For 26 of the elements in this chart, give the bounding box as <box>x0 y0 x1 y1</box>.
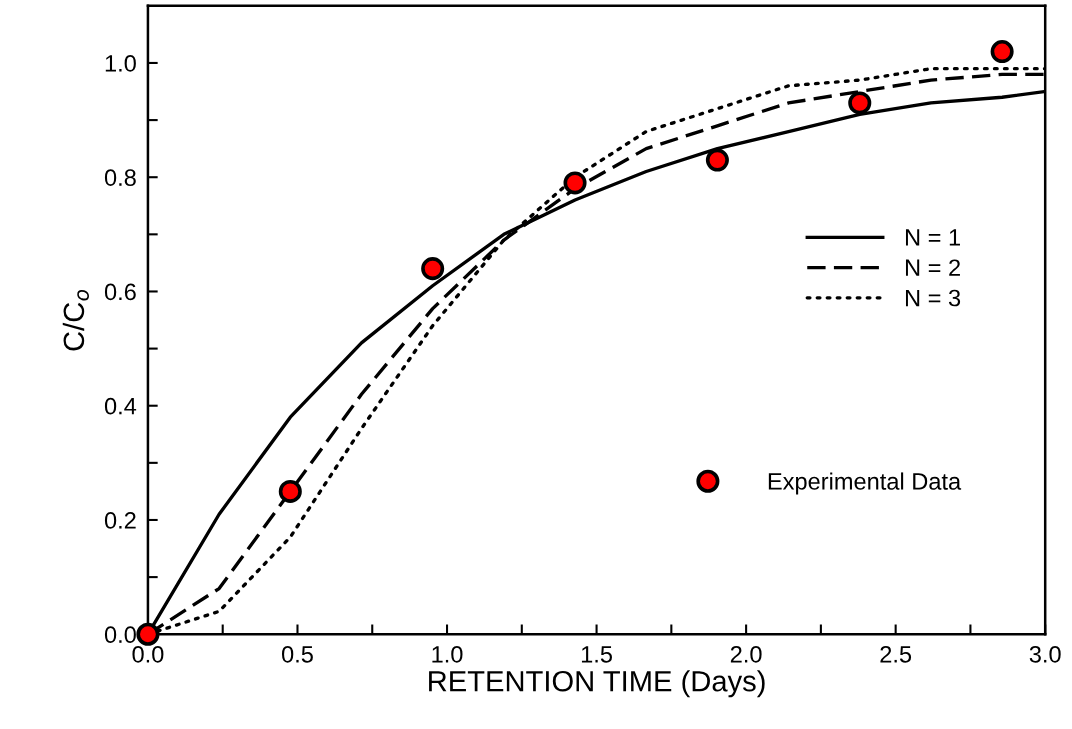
legend-label: N = 2 <box>905 259 960 276</box>
point <box>136 622 160 646</box>
point <box>563 171 587 195</box>
point <box>848 91 872 115</box>
legend-label: N = 3 <box>905 289 961 307</box>
point <box>421 257 445 281</box>
y-tick-label: 0.2 <box>104 512 136 529</box>
x-tick-label: 2.5 <box>880 645 912 663</box>
x-tick-label: 0.5 <box>281 645 313 663</box>
x-axis-title: RETENTION TIME (Days) <box>429 670 765 698</box>
point <box>705 148 729 172</box>
x-tick-label: 2.0 <box>730 645 762 663</box>
legend-label: Experimental Data <box>768 472 962 495</box>
y-tick-label: 0.8 <box>104 169 136 186</box>
y-axis-title: C/C$_{o}$ <box>62 289 89 351</box>
y-tick-label: 0.4 <box>104 397 137 415</box>
y-tick-label: 0.0 <box>104 626 136 644</box>
y-tick-label: 0.6 <box>104 283 136 301</box>
point <box>278 479 302 503</box>
x-tick-label: 1.5 <box>581 646 612 663</box>
y-tick-label: 1.0 <box>105 55 136 72</box>
point <box>990 40 1014 64</box>
x-tick-label: 1.0 <box>432 645 463 663</box>
x-tick-label: 3.0 <box>1029 645 1061 663</box>
x-tick-label: 0.0 <box>132 645 164 663</box>
legend-label: N = 1 <box>905 229 960 246</box>
